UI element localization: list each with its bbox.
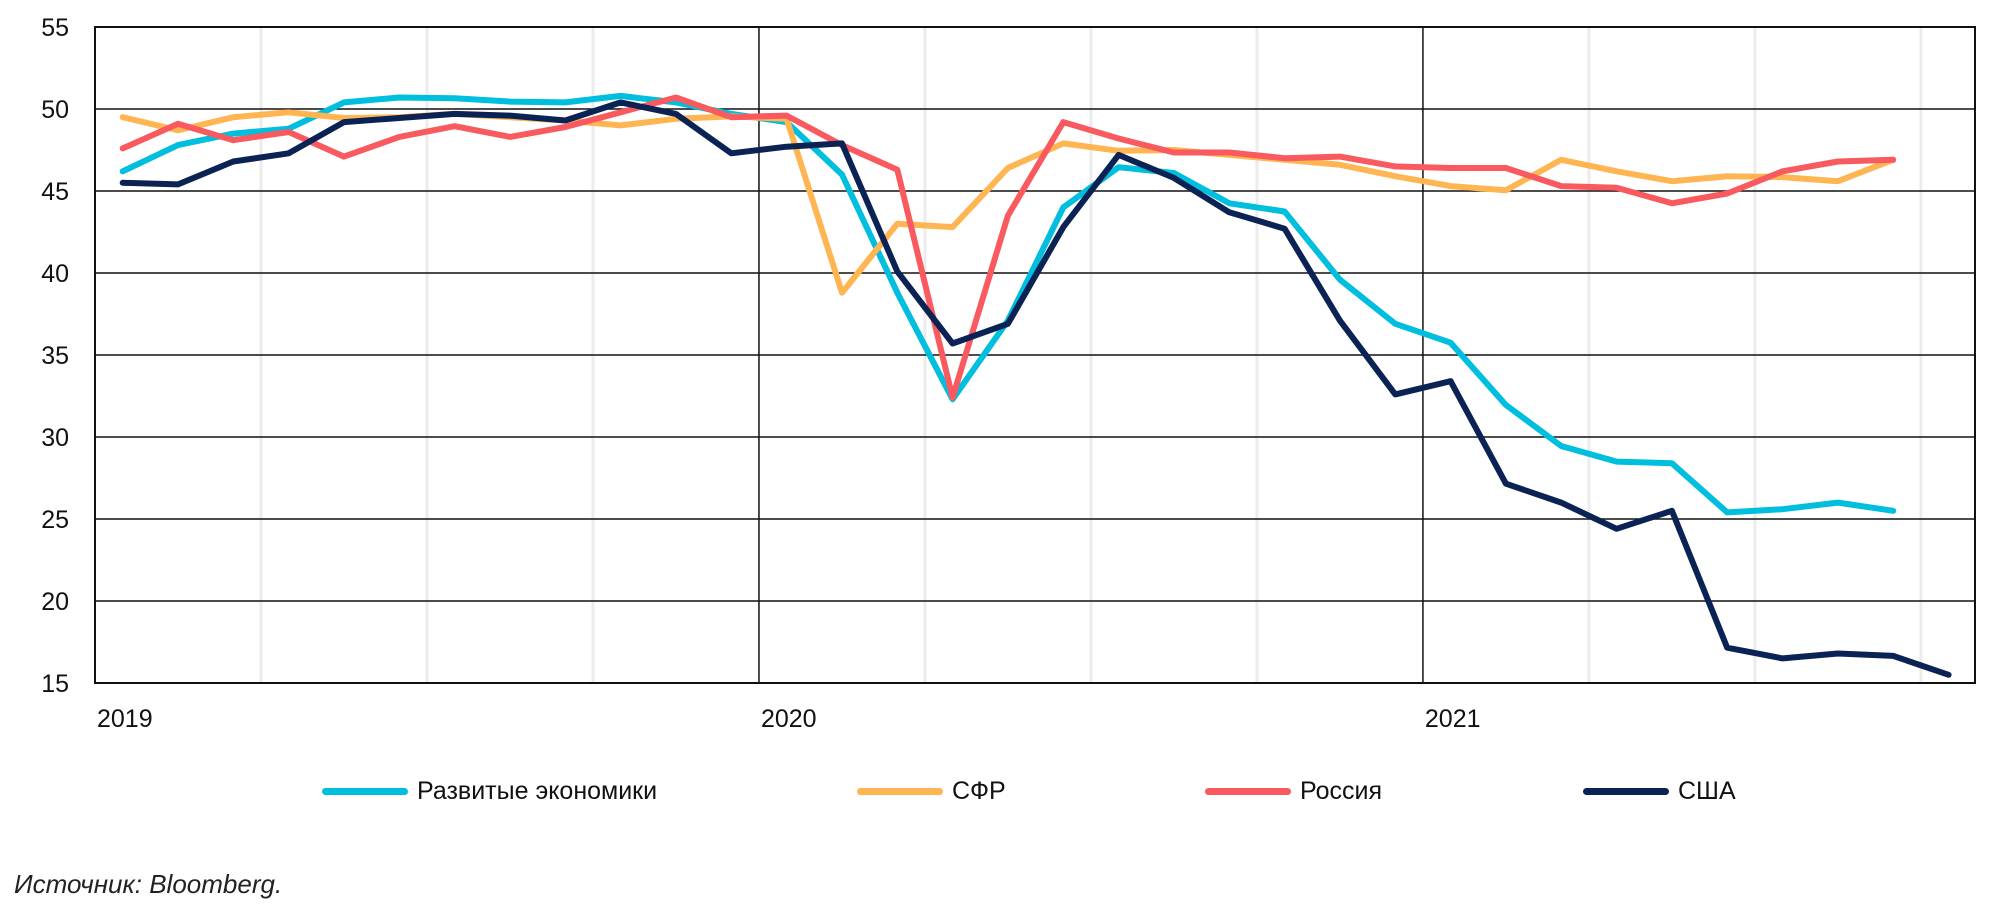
legend-swatch-usa [1583,787,1669,795]
legend-item-sfr: СФР [857,774,1006,808]
x-tick-label: 2019 [97,705,153,733]
line-chart: 15 20 25 30 35 40 45 50 55 2019 2020 2021 [41,14,1976,733]
y-tick-label: 25 [41,506,69,534]
y-tick-label: 35 [41,342,69,370]
legend-swatch-russia [1205,787,1291,795]
y-tick-label: 40 [41,260,69,288]
legend-label-sfr: СФР [952,776,1006,805]
legend-swatch-developed [322,787,408,795]
y-tick-label: 15 [41,670,69,698]
y-tick-label: 55 [41,14,69,42]
plot-area-border [94,26,1976,684]
series-line-usa [119,99,1952,678]
legend-label-russia: Россия [1300,776,1382,805]
series-lines [119,92,1952,678]
x-tick-label: 2021 [1425,705,1481,733]
legend-swatch-sfr [857,787,943,795]
y-axis-tick-labels: 15 20 25 30 35 40 45 50 55 [41,14,69,698]
x-axis-tick-labels: 2019 2020 2021 [97,705,1481,733]
legend-item-russia: Россия [1205,774,1382,808]
legend-label-developed: Развитые экономики [417,776,658,805]
source-note: Источник: Bloomberg. [14,869,283,899]
series-line-developed-economies [119,92,1897,516]
legend-item-usa: США [1583,774,1736,808]
horizontal-gridlines [95,26,1975,684]
y-tick-label: 50 [41,96,69,124]
x-tick-label: 2020 [761,705,817,733]
y-tick-label: 30 [41,424,69,452]
y-tick-label: 45 [41,178,69,206]
y-tick-label: 20 [41,588,69,616]
legend-item-developed: Развитые экономики [322,774,657,808]
series-line-russia [119,94,1897,401]
legend-label-usa: США [1678,776,1736,805]
year-gridlines [758,27,1424,683]
